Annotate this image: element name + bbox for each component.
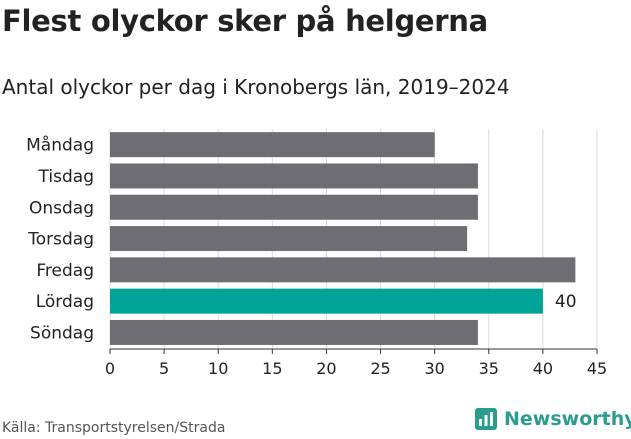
brand-name: Newsworthy <box>504 408 631 430</box>
category-label: Söndag <box>30 323 94 343</box>
x-tick-label: 5 <box>159 359 169 378</box>
category-label: Lördag <box>36 292 94 312</box>
x-tick-label: 40 <box>533 359 553 378</box>
bar <box>110 132 435 158</box>
chart-title: Flest olyckor sker på helgerna <box>2 4 488 38</box>
x-tick-label: 45 <box>587 359 607 378</box>
x-tick-label: 0 <box>105 359 115 378</box>
category-label: Fredag <box>36 261 94 281</box>
category-label: Torsdag <box>27 230 94 250</box>
bar <box>110 226 468 252</box>
bar <box>110 319 478 345</box>
x-tick-label: 25 <box>370 359 390 378</box>
x-tick-label: 10 <box>208 359 228 378</box>
bar <box>110 257 576 283</box>
chart-icon <box>475 408 497 430</box>
bar <box>110 288 543 314</box>
category-label: Måndag <box>26 135 94 156</box>
category-label: Onsdag <box>29 198 94 218</box>
x-tick-label: 35 <box>479 359 499 378</box>
x-tick-label: 30 <box>424 359 444 378</box>
chart-subtitle: Antal olyckor per dag i Kronobergs län, … <box>2 75 510 99</box>
x-tick-label: 15 <box>262 359 282 378</box>
category-label: Tisdag <box>38 167 94 187</box>
source-note: Källa: Transportstyrelsen/Strada <box>2 420 226 436</box>
brand-logo: Newsworthy <box>474 407 631 431</box>
data-label: 40 <box>555 292 577 312</box>
bar <box>110 163 478 189</box>
bar <box>110 194 478 220</box>
x-tick-label: 20 <box>316 359 336 378</box>
